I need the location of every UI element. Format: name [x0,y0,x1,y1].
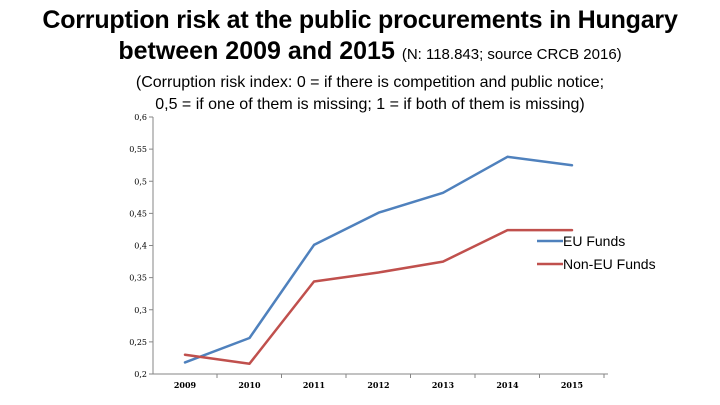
legend-label-eu-funds: EU Funds [563,233,625,249]
x-tick-label: 2010 [238,380,261,390]
x-tick-label: 2013 [432,380,455,390]
chart-subtitle-line1: (Corruption risk index: 0 = if there is … [135,74,605,91]
y-tick-label: 0,55 [129,145,147,154]
x-tick-label: 2014 [496,380,519,390]
y-tick-label: 0,4 [134,242,147,251]
y-tick-label: 0,45 [129,209,147,218]
series-line-non-eu-funds [183,228,574,365]
y-tick-label: 0,25 [129,338,147,347]
x-tick-label: 2009 [174,380,197,390]
legend-label-non-eu-funds: Non-EU Funds [563,256,656,272]
x-tick-label: 2011 [303,380,325,390]
y-tick-label: 0,3 [134,306,147,315]
y-tick-label: 0,35 [129,274,147,283]
chart-title-note: (N: 118.843; source CRCB 2016) [401,46,622,63]
y-tick-label: 0,6 [134,113,147,122]
x-tick-label: 2012 [367,380,389,390]
chart-subtitle-line2: 0,5 = if one of them is missing; 1 = if … [155,96,585,113]
series-line-eu-funds [183,155,574,364]
chart-title-line2: between 2009 and 2015 (N: 118.843; sourc… [10,37,720,66]
x-tick-label: 2015 [561,380,583,390]
chart-title-years: between 2009 and 2015 [118,37,395,65]
y-tick-label: 0,5 [134,177,147,186]
y-tick-label: 0,2 [134,370,147,379]
chart-title-line1: Corruption risk at the public procuremen… [42,6,678,34]
